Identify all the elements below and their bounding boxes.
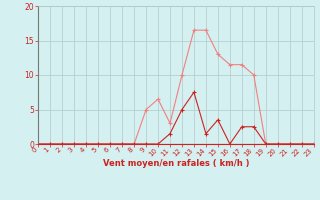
- X-axis label: Vent moyen/en rafales ( km/h ): Vent moyen/en rafales ( km/h ): [103, 159, 249, 168]
